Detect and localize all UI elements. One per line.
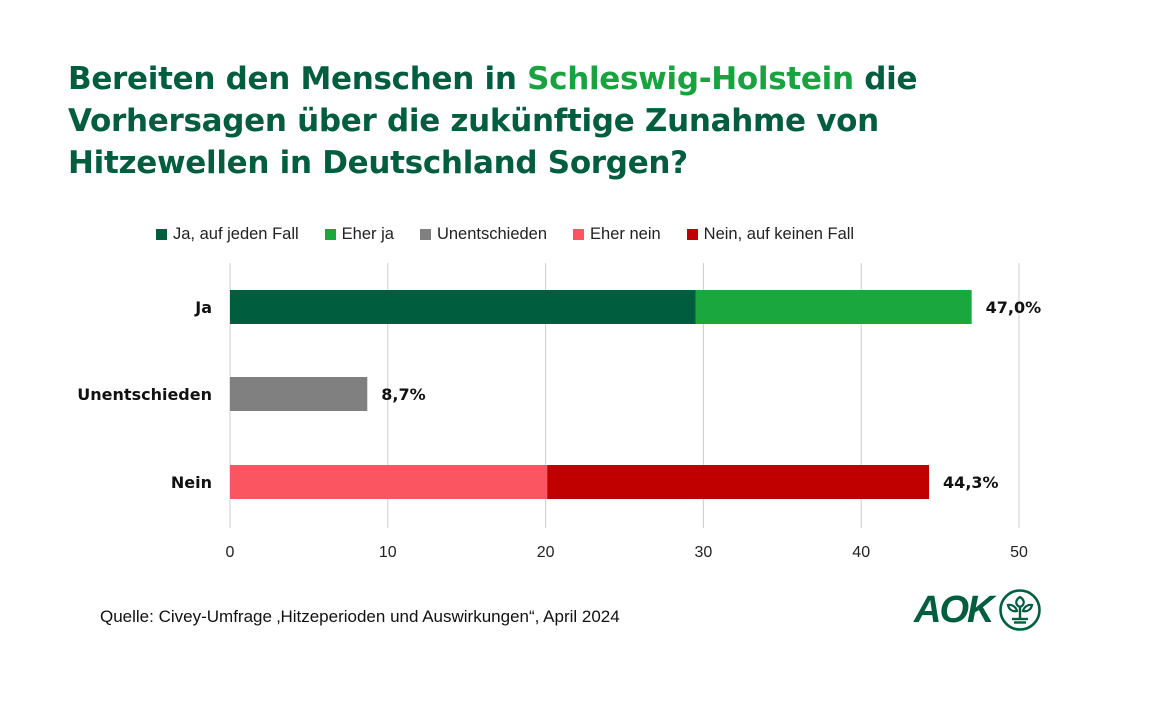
x-tick-label: 10	[379, 544, 397, 561]
bar-segment	[695, 290, 972, 324]
chart-legend: Ja, auf jeden Fall Eher ja Unentschieden Eh…	[156, 222, 880, 246]
legend-label: Eher ja	[341, 224, 394, 243]
legend-item: Ja, auf jeden Fall	[156, 225, 299, 244]
aok-logo: AOK	[914, 588, 1042, 632]
logo-text: AOK	[914, 588, 994, 631]
legend-item: Eher ja	[324, 224, 394, 244]
bar-segment	[230, 290, 696, 324]
legend-label: Unentschieden	[436, 224, 548, 243]
legend-label: Nein, auf keinen Fall	[703, 224, 855, 243]
category-label: Ja	[194, 298, 212, 317]
title-part2: die Vorhersagen über die zukünftige Zuna…	[68, 61, 918, 181]
legend-label: Ja, auf jeden Fall	[173, 224, 299, 243]
legend-swatch	[156, 228, 167, 240]
data-label: 47,0%	[986, 298, 1042, 317]
legend-label: Eher nein	[590, 224, 661, 243]
bar-segment	[547, 465, 930, 499]
category-label: Nein	[171, 473, 212, 492]
x-tick-label: 40	[852, 544, 870, 561]
bar-segment	[230, 465, 548, 499]
tree-circle-icon	[999, 589, 1042, 631]
data-label: 8,7%	[381, 385, 425, 404]
legend-swatch	[419, 228, 431, 240]
legend-item: Unentschieden	[419, 224, 548, 244]
x-tick-label: 0	[226, 544, 235, 561]
legend-swatch	[573, 228, 585, 240]
title-part1: Bereiten den Menschen in	[68, 61, 528, 97]
legend-swatch	[324, 228, 336, 240]
legend-item: Eher nein	[573, 225, 661, 244]
title-highlight: Schleswig-Holstein	[527, 61, 854, 97]
category-label: Unentschieden	[77, 385, 212, 404]
legend-swatch	[686, 228, 698, 240]
legend-item: Nein, auf keinen Fall	[686, 224, 855, 244]
x-tick-label: 30	[695, 544, 713, 561]
x-tick-label: 20	[537, 544, 555, 561]
bar-segment	[230, 377, 368, 411]
chart-title: Bereiten den Menschen in Schleswig-Holst…	[68, 58, 1028, 184]
x-tick-label: 50	[1010, 544, 1028, 561]
data-label: 44,3%	[943, 473, 999, 492]
source-note: Quelle: Civey-Umfrage ‚Hitzeperioden und…	[100, 607, 620, 626]
